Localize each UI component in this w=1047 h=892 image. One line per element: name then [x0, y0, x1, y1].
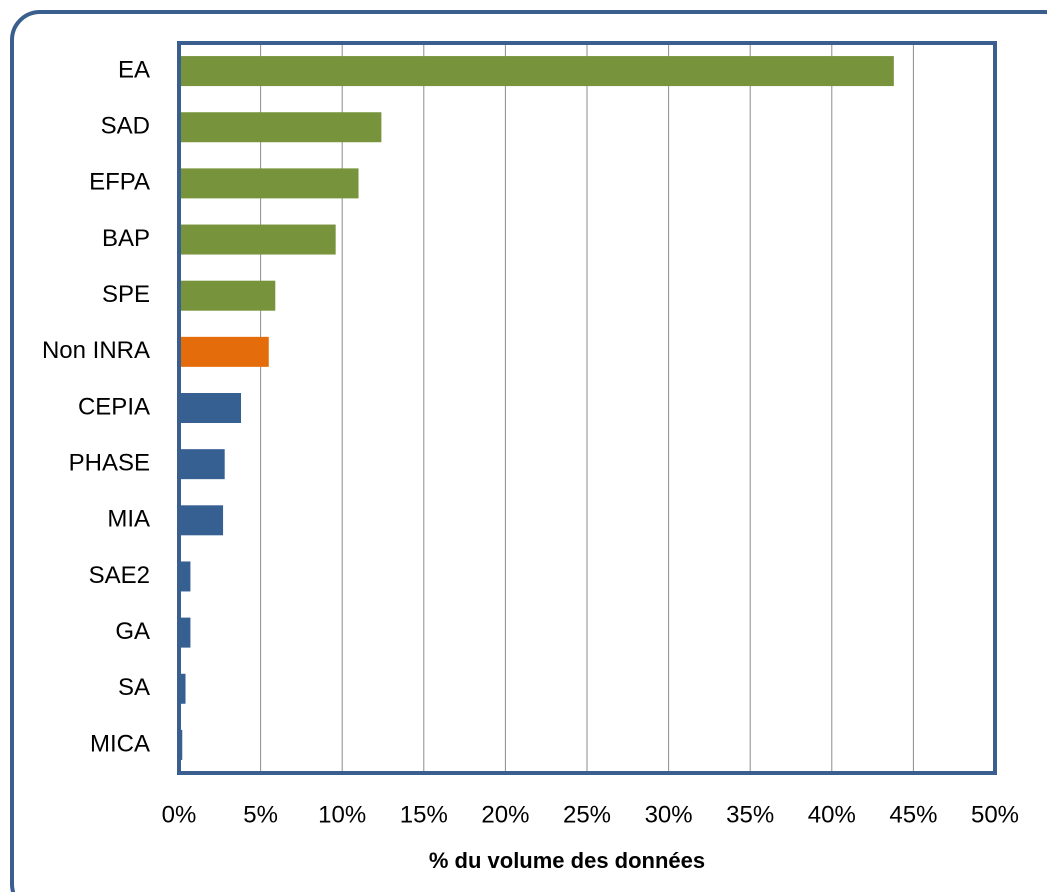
bar	[179, 112, 382, 143]
y-tick-label: SPE	[102, 281, 150, 308]
labels: 0% 5% 10% 15% 20% 25% 30% 35% 40% 45% 50% EA SAD EFPA…	[42, 56, 1019, 828]
x-tick-label: 40%	[808, 801, 856, 828]
y-tick-label: EFPA	[89, 169, 150, 196]
y-tick-label: SAE2	[89, 562, 150, 589]
y-tick-label: SA	[118, 674, 150, 701]
x-tick-label: 5%	[243, 801, 278, 828]
bar	[179, 280, 276, 311]
bar	[179, 56, 894, 87]
y-tick-label: CEPIA	[78, 393, 150, 420]
y-tick-label: BAP	[102, 225, 150, 252]
y-tick-label: EA	[118, 56, 150, 83]
bar	[179, 617, 191, 648]
bar	[179, 505, 224, 536]
x-tick-label: 15%	[400, 801, 448, 828]
y-tick-label: GA	[115, 618, 150, 645]
x-axis-title: % du volume des données	[429, 848, 705, 873]
x-tick-label: 25%	[563, 801, 611, 828]
y-tick-label: MIA	[107, 506, 150, 533]
x-tick-label: 30%	[645, 801, 693, 828]
x-tick-label: 10%	[318, 801, 366, 828]
x-tick-label: 50%	[971, 801, 1019, 828]
bar	[179, 168, 359, 199]
bar	[179, 336, 269, 367]
chart-frame	[10, 10, 1047, 892]
bars	[179, 56, 894, 760]
x-tick-label: 35%	[726, 801, 774, 828]
y-tick-label: SAD	[101, 113, 150, 140]
x-tick-label: 0%	[162, 801, 197, 828]
x-tick-label: 45%	[889, 801, 937, 828]
bar	[179, 224, 336, 255]
bar	[179, 449, 225, 480]
y-tick-label: Non INRA	[42, 337, 150, 364]
bar	[179, 393, 242, 423]
y-tick-label: PHASE	[69, 449, 150, 476]
bar	[179, 673, 186, 704]
plot-frame	[177, 41, 997, 775]
bar	[179, 561, 191, 592]
y-tick-label: MICA	[90, 730, 150, 757]
x-tick-label: 20%	[481, 801, 529, 828]
